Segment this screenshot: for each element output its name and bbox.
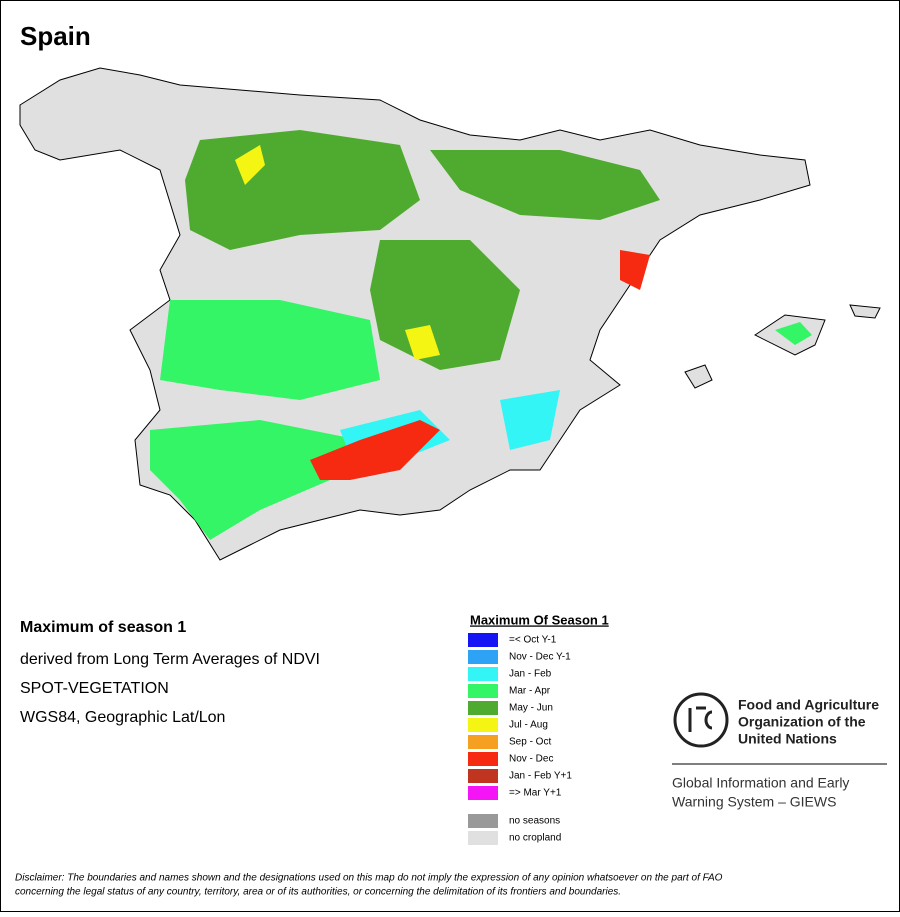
legend-label: => Mar Y+1: [509, 788, 562, 799]
menorca: [849, 304, 881, 319]
org-name: Organization of the: [738, 714, 866, 730]
legend-swatch: [468, 684, 498, 698]
description-line: SPOT-VEGETATION: [20, 680, 169, 697]
region-jan-feb: [500, 390, 560, 450]
legend-label: no cropland: [509, 833, 561, 844]
legend-swatch: [468, 650, 498, 664]
legend-label: Sep - Oct: [509, 737, 551, 748]
region-nov-dec: [310, 420, 440, 480]
legend-label: Jan - Feb: [509, 669, 552, 680]
legend-swatch: [468, 633, 498, 647]
region-mar-apr: [160, 300, 380, 400]
region-nov-dec: [620, 250, 650, 290]
region-mar-apr: [150, 420, 360, 540]
legend-label: no seasons: [509, 816, 560, 827]
region-may-jun: [430, 150, 660, 220]
description-line: WGS84, Geographic Lat/Lon: [20, 709, 225, 726]
map: [19, 67, 881, 561]
disclaimer-line: concerning the legal status of any count…: [15, 887, 621, 898]
description: Maximum of season 1 derived from Long Ter…: [20, 619, 320, 726]
legend-swatch: [468, 831, 498, 845]
legend-swatch: [468, 786, 498, 800]
legend-label: Nov - Dec: [509, 754, 553, 765]
legend-swatch: [468, 814, 498, 828]
legend-label: =< Oct Y-1: [509, 635, 557, 646]
legend-swatch: [468, 667, 498, 681]
legend-swatch: [468, 769, 498, 783]
legend-swatch: [468, 718, 498, 732]
legend-label: Jan - Feb Y+1: [509, 771, 572, 782]
org-name: United Nations: [738, 731, 837, 747]
legend-title: Maximum Of Season 1: [470, 612, 609, 627]
disclaimer-line: Disclaimer: The boundaries and names sho…: [15, 873, 723, 884]
legend-swatch: [468, 735, 498, 749]
legend-swatch: [468, 701, 498, 715]
fao-logo: [673, 692, 729, 748]
legend-swatch: [468, 752, 498, 766]
org-name: Food and Agriculture: [738, 697, 879, 713]
region-jul-aug: [405, 325, 440, 360]
description-line: derived from Long Term Averages of NDVI: [20, 651, 320, 668]
mallorca-green: [775, 322, 812, 345]
legend-label: May - Jun: [509, 703, 553, 714]
ibiza: [684, 364, 713, 389]
system-name: Warning System – GIEWS: [672, 794, 836, 810]
disclaimer: Disclaimer: The boundaries and names sho…: [15, 873, 723, 898]
region-jul-aug: [235, 145, 265, 185]
legend-label: Nov - Dec Y-1: [509, 652, 571, 663]
description-line: Maximum of season 1: [20, 619, 186, 636]
legend: =< Oct Y-1 Nov - Dec Y-1 Jan - Feb Mar - Ap…: [468, 633, 572, 845]
system-name: Global Information and Early: [672, 775, 849, 791]
map-title: Spain: [20, 21, 91, 51]
legend-label: Mar - Apr: [509, 686, 551, 697]
legend-label: Jul - Aug: [509, 720, 548, 731]
